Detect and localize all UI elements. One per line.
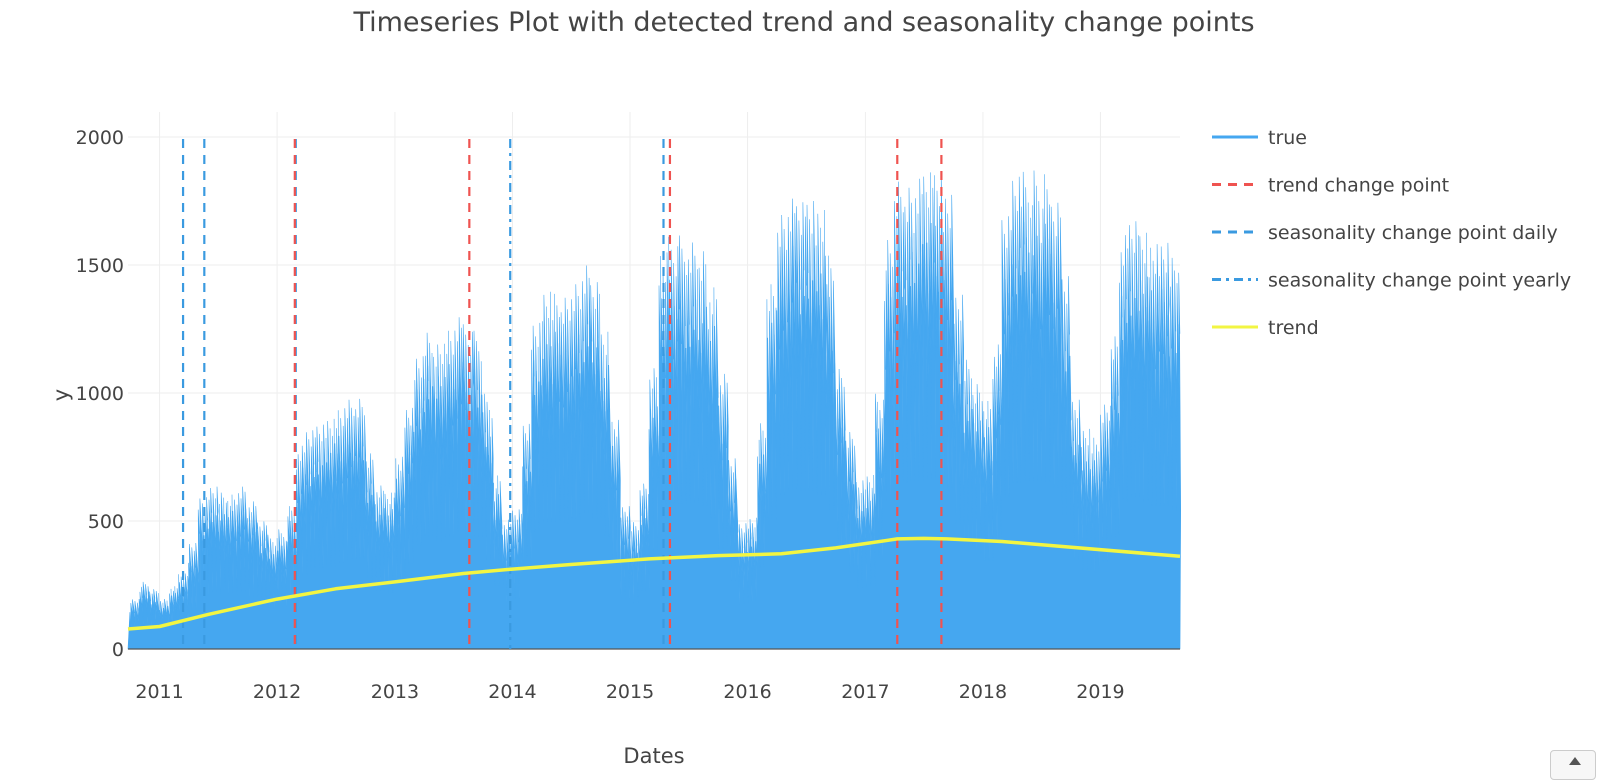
arrow-up-icon [1569,757,1581,765]
trend-layer [127,536,1181,631]
y-tick-label: 1500 [76,255,124,277]
true-series-area [127,170,1182,650]
y-tick-label: 500 [88,511,124,533]
legend-label: trend [1268,317,1319,339]
legend-item[interactable]: seasonality change point daily [1212,222,1558,244]
legend-item[interactable]: true [1212,127,1307,149]
plot-area [127,170,1182,650]
x-tick-label: 2011 [135,681,183,703]
change-point-lines [181,139,943,649]
legend-label: seasonality change point daily [1268,222,1558,244]
x-tick-label: 2015 [606,681,654,703]
legend-item[interactable]: trend [1212,317,1319,339]
legend-label: trend change point [1268,175,1449,197]
x-axis-ticks: 2011 2012 2013 2014 2015 2016 2017 2018 2019 [135,681,1124,703]
x-axis-title: Dates [623,744,684,768]
legend-label: true [1268,127,1307,149]
y-tick-label: 2000 [76,127,124,149]
legend[interactable]: true trend change point seasonality change… [1212,127,1571,339]
x-tick-label: 2013 [371,681,419,703]
y-axis-ticks: 0 500 1000 1500 2000 [76,127,124,661]
y-tick-label: 0 [112,639,124,661]
x-tick-label: 2014 [488,681,536,703]
legend-item[interactable]: seasonality change point yearly [1212,270,1571,292]
legend-label: seasonality change point yearly [1268,270,1571,292]
scroll-to-top-button[interactable] [1550,750,1596,780]
chart-title: Timeseries Plot with detected trend and … [352,7,1254,38]
y-tick-label: 1000 [76,383,124,405]
x-tick-label: 2019 [1076,681,1124,703]
x-tick-label: 2012 [253,681,301,703]
x-tick-label: 2017 [841,681,889,703]
x-tick-label: 2016 [723,681,771,703]
x-tick-label: 2018 [959,681,1007,703]
trend-line [127,536,1181,631]
legend-item[interactable]: trend change point [1212,175,1449,197]
y-axis-title: y [49,389,73,401]
